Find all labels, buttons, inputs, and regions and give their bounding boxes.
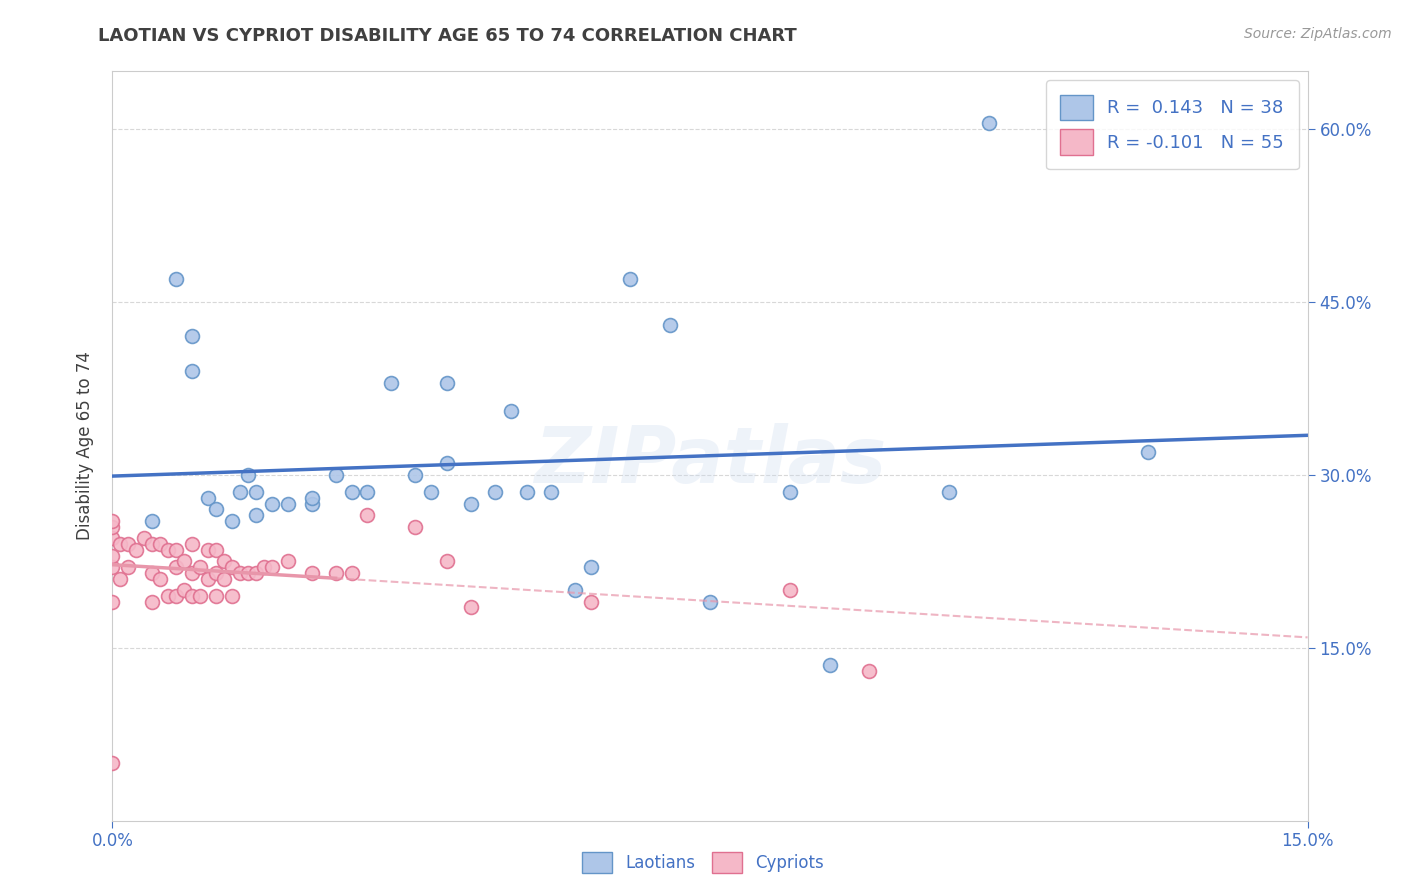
Point — [460, 497, 482, 511]
Point — [110, 537, 132, 551]
Point — [659, 318, 682, 332]
Point — [157, 589, 180, 603]
Point — [253, 560, 276, 574]
Point — [325, 467, 347, 482]
Point — [181, 329, 204, 343]
Point — [149, 572, 172, 586]
Point — [779, 583, 801, 598]
Point — [277, 497, 299, 511]
Point — [277, 554, 299, 568]
Point — [205, 502, 228, 516]
Point — [181, 589, 204, 603]
Point — [245, 485, 267, 500]
Point — [101, 519, 124, 533]
Point — [101, 560, 124, 574]
Point — [619, 272, 641, 286]
Point — [205, 542, 228, 557]
Point — [101, 756, 124, 770]
Point — [125, 542, 148, 557]
Point — [205, 589, 228, 603]
Text: Source: ZipAtlas.com: Source: ZipAtlas.com — [1244, 27, 1392, 41]
Point — [101, 549, 124, 563]
Point — [436, 376, 458, 390]
Point — [245, 508, 267, 523]
Point — [117, 560, 139, 574]
Point — [165, 542, 187, 557]
Point — [181, 566, 204, 580]
Point — [236, 566, 259, 580]
Point — [141, 537, 163, 551]
Point — [221, 514, 243, 528]
Point — [260, 497, 283, 511]
Point — [117, 537, 139, 551]
Legend: R =  0.143   N = 38, R = -0.101   N = 55: R = 0.143 N = 38, R = -0.101 N = 55 — [1046, 80, 1299, 169]
Point — [380, 376, 402, 390]
Point — [173, 554, 195, 568]
Point — [260, 560, 283, 574]
Y-axis label: Disability Age 65 to 74: Disability Age 65 to 74 — [76, 351, 94, 541]
Point — [101, 531, 124, 545]
Point — [181, 364, 204, 378]
Point — [188, 560, 211, 574]
Point — [460, 600, 482, 615]
Point — [212, 572, 235, 586]
Point — [141, 566, 163, 580]
Point — [420, 485, 443, 500]
Point — [165, 272, 187, 286]
Point — [484, 485, 506, 500]
Point — [301, 497, 323, 511]
Point — [110, 572, 132, 586]
Point — [301, 566, 323, 580]
Point — [197, 491, 219, 505]
Text: LAOTIAN VS CYPRIOT DISABILITY AGE 65 TO 74 CORRELATION CHART: LAOTIAN VS CYPRIOT DISABILITY AGE 65 TO … — [98, 27, 797, 45]
Point — [516, 485, 538, 500]
Point — [205, 566, 228, 580]
Point — [436, 554, 458, 568]
Point — [540, 485, 562, 500]
Point — [1137, 444, 1160, 458]
Point — [301, 491, 323, 505]
Point — [564, 583, 586, 598]
Point — [818, 658, 841, 673]
Point — [212, 554, 235, 568]
Text: ZIPatlas: ZIPatlas — [534, 423, 886, 499]
Point — [858, 664, 880, 678]
Point — [699, 594, 721, 608]
Point — [404, 467, 426, 482]
Point — [188, 589, 211, 603]
Point — [340, 485, 363, 500]
Legend: Laotians, Cypriots: Laotians, Cypriots — [575, 846, 831, 880]
Point — [340, 566, 363, 580]
Point — [197, 572, 219, 586]
Point — [181, 537, 204, 551]
Point — [356, 508, 378, 523]
Point — [779, 485, 801, 500]
Point — [356, 485, 378, 500]
Point — [173, 583, 195, 598]
Point — [245, 566, 267, 580]
Point — [101, 514, 124, 528]
Point — [229, 566, 252, 580]
Point — [436, 456, 458, 470]
Point — [134, 531, 156, 545]
Point — [499, 404, 522, 418]
Point — [325, 566, 347, 580]
Point — [579, 594, 602, 608]
Point — [229, 485, 252, 500]
Point — [141, 594, 163, 608]
Point — [165, 589, 187, 603]
Point — [977, 116, 1000, 130]
Point — [938, 485, 960, 500]
Point — [236, 467, 259, 482]
Point — [197, 542, 219, 557]
Point — [221, 589, 243, 603]
Point — [221, 560, 243, 574]
Point — [165, 560, 187, 574]
Point — [157, 542, 180, 557]
Point — [101, 594, 124, 608]
Point — [579, 560, 602, 574]
Point — [141, 514, 163, 528]
Point — [149, 537, 172, 551]
Point — [404, 519, 426, 533]
